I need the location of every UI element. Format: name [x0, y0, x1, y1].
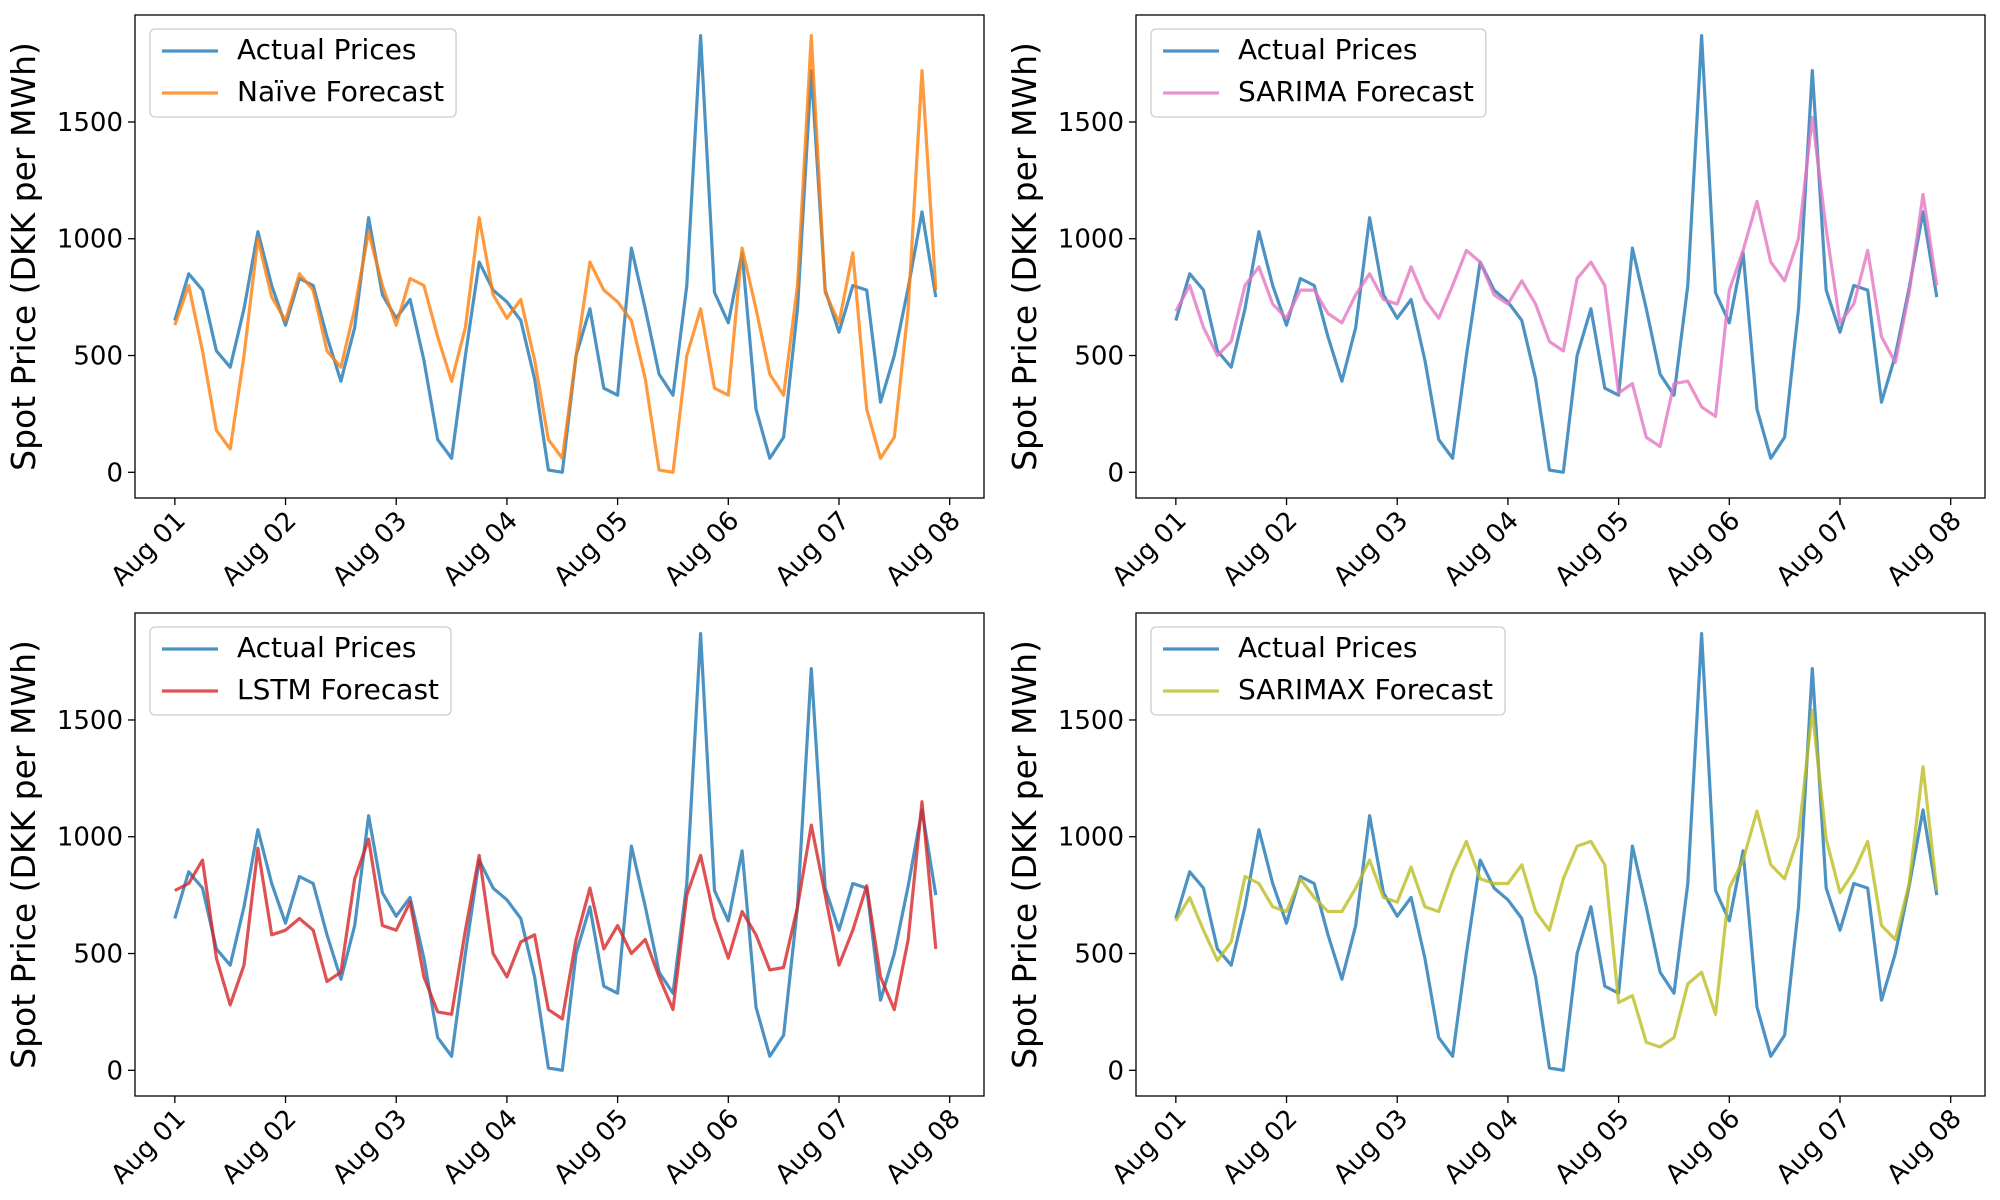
x-tick-label: Aug 02	[216, 506, 302, 592]
x-tick-label: Aug 08	[880, 1104, 966, 1190]
y-axis-label: Spot Price (DKK per MWh)	[4, 640, 43, 1069]
x-tick-label: Aug 06	[1660, 1104, 1746, 1190]
y-axis-label: Spot Price (DKK per MWh)	[4, 42, 43, 471]
legend: Actual Prices Naïve Forecast	[149, 28, 457, 118]
axes-frame	[134, 14, 985, 499]
x-tick-label: Aug 05	[548, 1104, 634, 1190]
series-line	[1174, 632, 1939, 1072]
x-tick-label: Aug 08	[1881, 1104, 1967, 1190]
legend: Actual Prices LSTM Forecast	[149, 626, 452, 716]
y-tick-label: 500	[1074, 342, 1124, 372]
legend-label: SARIMA Forecast	[1238, 75, 1474, 108]
legend-label: Actual Prices	[237, 631, 417, 664]
series-line	[173, 34, 938, 474]
legend: Actual Prices SARIMAX Forecast	[1150, 626, 1506, 716]
x-tick-label: Aug 01	[1106, 1104, 1192, 1190]
x-tick-label: Aug 06	[1660, 506, 1746, 592]
legend-label: Actual Prices	[1238, 33, 1418, 66]
x-tick-label: Aug 04	[1439, 506, 1525, 592]
x-tick-label: Aug 03	[327, 1104, 413, 1190]
series-line	[173, 34, 938, 474]
series-line	[1174, 709, 1939, 1049]
y-axis-label: Spot Price (DKK per MWh)	[1005, 640, 1044, 1069]
legend-label: Actual Prices	[1238, 631, 1418, 664]
axes-frame	[1135, 612, 1986, 1097]
y-tick-label: 0	[106, 458, 123, 488]
y-tick-label: 1000	[57, 823, 123, 853]
y-tick-label: 500	[1074, 940, 1124, 970]
x-tick-label: Aug 06	[659, 1104, 745, 1190]
y-tick-label: 0	[106, 1056, 123, 1086]
legend-label: SARIMAX Forecast	[1238, 673, 1493, 706]
y-tick-label: 1000	[1058, 225, 1124, 255]
y-tick-label: 1500	[1058, 108, 1124, 138]
x-tick-label: Aug 01	[105, 506, 191, 592]
legend-box	[1150, 626, 1506, 716]
x-tick-label: Aug 05	[548, 506, 634, 592]
x-tick-label: Aug 07	[1771, 1104, 1857, 1190]
x-tick-label: Aug 08	[1881, 506, 1967, 592]
y-tick-label: 0	[1107, 458, 1124, 488]
x-tick-label: Aug 02	[216, 1104, 302, 1190]
x-tick-label: Aug 01	[1106, 506, 1192, 592]
legend-label: Actual Prices	[237, 33, 417, 66]
y-tick-label: 500	[73, 940, 123, 970]
x-tick-label: Aug 07	[770, 506, 856, 592]
legend-box	[149, 28, 457, 118]
legend-box	[149, 626, 452, 716]
y-tick-label: 500	[73, 342, 123, 372]
series-line	[1174, 34, 1939, 474]
x-tick-label: Aug 01	[105, 1104, 191, 1190]
plot-area	[1174, 34, 1939, 474]
x-tick-label: Aug 03	[1328, 1104, 1414, 1190]
x-tick-label: Aug 07	[770, 1104, 856, 1190]
x-tick-label: Aug 08	[880, 506, 966, 592]
legend-label: LSTM Forecast	[237, 673, 439, 706]
axes-frame	[1135, 14, 1986, 499]
series-line	[1174, 115, 1939, 449]
x-tick-label: Aug 04	[438, 506, 524, 592]
x-tick-label: Aug 05	[1549, 1104, 1635, 1190]
y-tick-label: 1000	[1058, 823, 1124, 853]
x-tick-label: Aug 04	[438, 1104, 524, 1190]
x-tick-label: Aug 07	[1771, 506, 1857, 592]
axes-frame	[134, 612, 985, 1097]
plot-area	[173, 632, 938, 1072]
legend-box	[1150, 28, 1487, 118]
series-line	[173, 632, 938, 1072]
x-tick-label: Aug 06	[659, 506, 745, 592]
legend-label: Naïve Forecast	[237, 75, 444, 108]
x-tick-label: Aug 04	[1439, 1104, 1525, 1190]
x-tick-label: Aug 05	[1549, 506, 1635, 592]
y-tick-label: 1500	[57, 108, 123, 138]
y-tick-label: 0	[1107, 1056, 1124, 1086]
x-tick-label: Aug 03	[1328, 506, 1414, 592]
y-tick-label: 1500	[57, 706, 123, 736]
y-axis-label: Spot Price (DKK per MWh)	[1005, 42, 1044, 471]
x-tick-label: Aug 03	[327, 506, 413, 592]
x-tick-label: Aug 02	[1217, 506, 1303, 592]
x-tick-label: Aug 02	[1217, 1104, 1303, 1190]
plot-area	[173, 34, 938, 474]
series-line	[174, 800, 938, 1021]
plot-area	[1174, 632, 1939, 1072]
y-tick-label: 1000	[57, 225, 123, 255]
y-tick-label: 1500	[1058, 706, 1124, 736]
legend: Actual Prices SARIMA Forecast	[1150, 28, 1487, 118]
